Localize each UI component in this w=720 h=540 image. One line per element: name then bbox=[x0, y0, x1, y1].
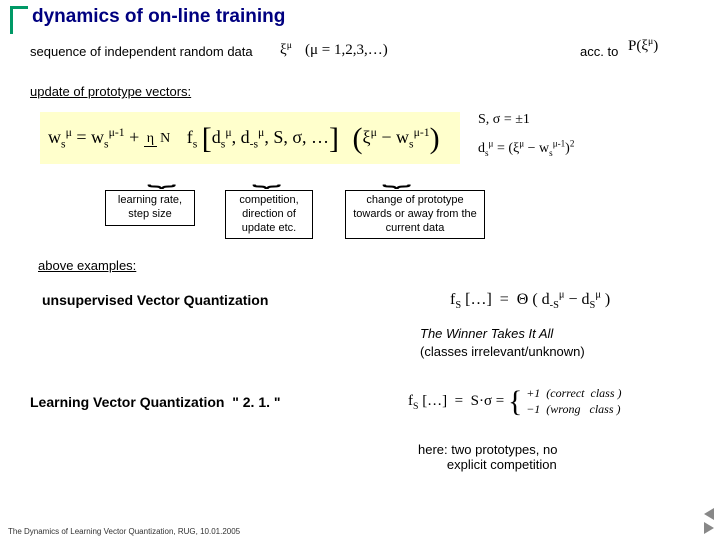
brace-2: ⏟ bbox=[252, 162, 281, 188]
slide-title: dynamics of on-line training bbox=[32, 6, 285, 28]
side-eq-1: S, σ = ±1 bbox=[478, 112, 574, 128]
here-note: here: two prototypes, no explicit compet… bbox=[418, 442, 557, 472]
winner-sub: (classes irrelevant/unknown) bbox=[420, 344, 585, 359]
corner-bracket-decoration bbox=[10, 6, 28, 34]
winner-takes-all: The Winner Takes It All bbox=[420, 326, 553, 341]
brace-1: ⏟ bbox=[147, 162, 176, 188]
side-equations: S, σ = ±1 dsμ = (ξμ − wsμ-1)2 bbox=[478, 112, 574, 167]
unsupervised-vq-label: unsupervised Vector Quantization bbox=[42, 292, 268, 308]
nav-prev-icon[interactable] bbox=[704, 508, 714, 520]
main-equation: wsμ = wsμ-1 + ηN fs [dsμ, d-sμ, S, σ, …]… bbox=[40, 112, 460, 164]
mu-list: (μ = 1,2,3,…) bbox=[305, 42, 388, 59]
uvq-formula: fS […] = Θ ( d-Sμ − dSμ ) bbox=[450, 290, 610, 312]
box-learning-rate: learning rate, step size bbox=[105, 190, 195, 226]
xi-mu-symbol: ξμ bbox=[280, 40, 292, 59]
lvq-case-wrong: −1 (wrong class ) bbox=[526, 402, 620, 416]
lvq-label: Learning Vector Quantization " 2. 1. " bbox=[30, 394, 281, 410]
box-competition: competition, direction of update etc. bbox=[225, 190, 313, 239]
box-change: change of prototype towards or away from… bbox=[345, 190, 485, 239]
update-heading: update of prototype vectors: bbox=[30, 84, 191, 99]
brace-3: ⏟ bbox=[382, 162, 411, 188]
above-examples-heading: above examples: bbox=[38, 258, 136, 273]
p-xi-symbol: P(ξμ) bbox=[628, 36, 658, 55]
side-eq-2: dsμ = (ξμ − wsμ-1)2 bbox=[478, 138, 574, 157]
acc-to-label: acc. to bbox=[580, 44, 618, 59]
lvq-case-correct: +1 (correct class ) bbox=[526, 386, 621, 400]
nav-next-icon[interactable] bbox=[704, 522, 714, 534]
sequence-text: sequence of independent random data bbox=[30, 44, 253, 59]
footer-text: The Dynamics of Learning Vector Quantiza… bbox=[8, 527, 240, 536]
lvq-formula: fS […] = S·σ = { +1 (correct class ) −1 … bbox=[408, 386, 621, 417]
